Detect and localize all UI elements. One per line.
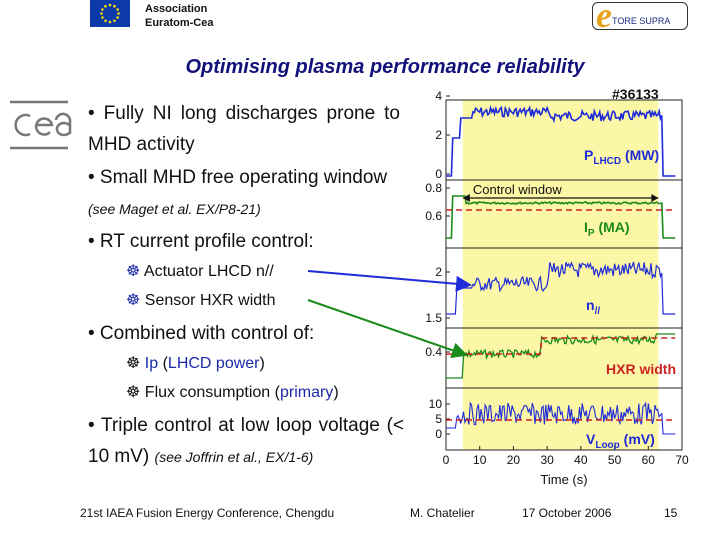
- control-window-label: Control window: [473, 182, 562, 197]
- x-tick-label: 20: [507, 453, 521, 467]
- sub-bullet-wheel-icon: ☸: [126, 292, 141, 309]
- bullet-combined-control: • Combined with control of:: [88, 323, 315, 344]
- x-tick-label: 70: [675, 453, 689, 467]
- panel-label: PLHCD (MW): [584, 147, 659, 167]
- sub-bullet-wheel-icon: ☸: [126, 263, 141, 280]
- sub-bullet-flux-close: ): [333, 384, 339, 401]
- sub-bullet-ip-detail: (LHCD power): [162, 355, 265, 372]
- footer-conference: 21st IAEA Fusion Energy Conference, Chen…: [80, 506, 335, 520]
- sub-bullet-flux-text: Flux consumption (: [144, 384, 280, 401]
- plasma-timetrace-chart: 4 2 0 0.8 0.6 2 1.5 0.4 10 5 0 0 10 20 30 40 50 60 70 Time …: [410, 88, 700, 495]
- npar-trace: [446, 261, 676, 315]
- y-tick-label: 2: [435, 265, 442, 279]
- sub-bullet-actuator: ☸ Actuator LHCD n//: [126, 258, 274, 286]
- panel-label-sub: LHCD: [593, 156, 621, 167]
- bullet-maget-reference: (see Maget et al. EX/P8-21): [88, 201, 261, 217]
- footer-author: M. Chatelier: [410, 506, 475, 520]
- slide-title: Optimising plasma performance reliabilit…: [185, 56, 585, 78]
- sub-bullet-ip: ☸ Ip (LHCD power): [126, 350, 265, 378]
- sub-bullet-ip-lhcd: LHCD power: [167, 355, 260, 372]
- panel-label-main: P: [584, 147, 593, 163]
- sub-bullet-wheel-icon: ☸: [126, 384, 141, 401]
- control-window-arrow-left-head: [462, 194, 470, 202]
- hxr-reference: [446, 337, 676, 355]
- control-window-arrow-right-head: [651, 194, 659, 202]
- footer-page-number: 15: [664, 506, 678, 520]
- bullet-rt-control: • RT current profile control:: [88, 231, 314, 252]
- footer-date: 17 October 2006: [522, 506, 612, 520]
- x-tick-label: 0: [443, 453, 450, 467]
- y-tick-label: 0: [435, 427, 442, 441]
- eu-flag-logo: [90, 0, 130, 27]
- panel-label-main: n: [586, 297, 595, 313]
- y-tick-label: 5: [435, 412, 442, 426]
- x-tick-label: 40: [574, 453, 588, 467]
- association-line-1: Association: [145, 3, 208, 15]
- panel-label-sub: P: [588, 228, 595, 239]
- y-tick-label: 0.4: [425, 345, 442, 359]
- y-tick-label: 0: [435, 167, 442, 181]
- vloop-trace: [446, 401, 676, 435]
- bullet-joffrin-reference: (see Joffrin et al., EX/1-6): [154, 449, 314, 465]
- panel-label: VLoop (mV): [586, 431, 655, 451]
- panel-label: n//: [586, 297, 600, 317]
- x-tick-label: 50: [608, 453, 622, 467]
- y-tick-label: 0.8: [425, 181, 442, 195]
- ip-trace: [446, 195, 676, 239]
- y-tick-label: 2: [435, 128, 442, 142]
- sub-bullet-sensor-text: Sensor HXR width: [144, 292, 276, 309]
- plhcd-trace: [446, 104, 676, 177]
- arrow-sensor: [307, 299, 468, 358]
- panel-label-sub: Loop: [595, 440, 619, 451]
- bullet-mhd-free-window: • Small MHD free operating window (see M…: [88, 162, 400, 225]
- association-line-2: Euratom-Cea: [145, 17, 214, 29]
- y-tick-label: 0.6: [425, 209, 442, 223]
- x-axis-label: Time (s): [540, 472, 587, 487]
- panel-label-unit: (MA): [595, 219, 630, 235]
- panel-label: IP (MA): [584, 219, 630, 239]
- bullet-mhd-activity: • Fully NI long discharges prone to MHD …: [88, 103, 400, 155]
- y-tick-label: 4: [435, 89, 442, 103]
- tore-supra-logo-text: TORE SUPRA: [612, 16, 671, 26]
- sub-bullet-flux: ☸ Flux consumption (primary): [126, 379, 339, 407]
- x-tick-label: 10: [473, 453, 487, 467]
- tore-supra-logo: [592, 2, 688, 30]
- association-label: Association Euratom-Cea: [145, 2, 213, 30]
- sub-bullet-sensor: ☸ Sensor HXR width: [126, 287, 276, 315]
- panel-label-unit: (MW): [621, 147, 659, 163]
- tore-supra-e-icon: e: [596, 0, 612, 35]
- x-tick-label: 60: [642, 453, 656, 467]
- panel-label-main: HXR width: [606, 361, 676, 377]
- panel-label-main: V: [586, 431, 596, 447]
- panel-label-sub: //: [595, 306, 601, 317]
- sub-bullet-flux-primary: primary: [279, 384, 334, 401]
- y-tick-label: 10: [429, 397, 443, 411]
- sub-bullet-actuator-text: Actuator LHCD n//: [143, 263, 274, 280]
- bullet-triple-control: • Triple control at low loop voltage (< …: [88, 410, 404, 473]
- panel-label: HXR width: [606, 361, 676, 377]
- sub-bullet-ip-text: Ip: [144, 355, 159, 372]
- bullet-triple-control-text: • Triple control at low loop voltage (< …: [88, 415, 404, 467]
- arrow-actuator: [307, 270, 472, 292]
- shot-number-label: #36133: [612, 86, 659, 102]
- x-tick-label: 30: [540, 453, 554, 467]
- control-window-band: [462, 100, 659, 450]
- sub-bullet-wheel-icon: ☸: [126, 355, 141, 372]
- panel-label-main: I: [584, 219, 588, 235]
- cea-logo: [0, 94, 74, 154]
- y-tick-label: 1.5: [425, 311, 442, 325]
- panel-label-unit: (mV): [620, 431, 655, 447]
- bullet-mhd-free-window-text: • Small MHD free operating window: [88, 167, 388, 188]
